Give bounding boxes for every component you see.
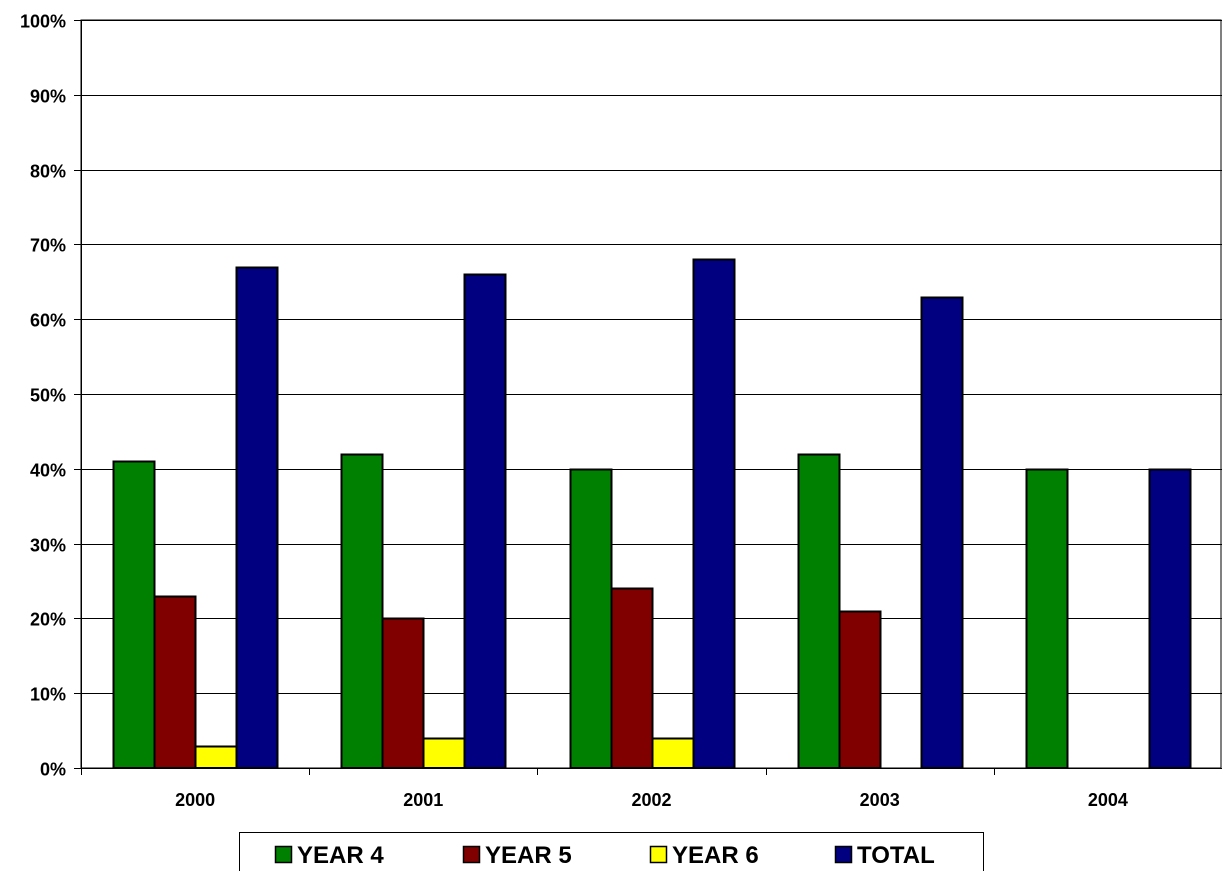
axes bbox=[74, 20, 1222, 775]
x-tick-label: 2002 bbox=[631, 790, 671, 810]
y-tick-label: 10% bbox=[30, 685, 66, 705]
y-tick-label: 0% bbox=[40, 760, 66, 780]
x-tick-label: 2004 bbox=[1088, 790, 1128, 810]
y-tick-label: 90% bbox=[30, 87, 66, 107]
legend-label: YEAR 4 bbox=[297, 842, 384, 869]
bar-year-4-2001 bbox=[340, 453, 384, 769]
x-tick-label: 2000 bbox=[175, 790, 215, 810]
legend-swatch-year-6 bbox=[649, 845, 668, 864]
bar-total-2004 bbox=[1148, 468, 1192, 769]
y-tick-label: 40% bbox=[30, 461, 66, 481]
bar-total-2001 bbox=[463, 273, 507, 769]
bar-year-5-2000 bbox=[153, 595, 197, 769]
legend-label: YEAR 6 bbox=[672, 842, 759, 869]
x-tick-labels: 2000 2001 2002 2003 2004 bbox=[175, 790, 1128, 810]
bar-total-2002 bbox=[692, 258, 736, 769]
y-tick-label: 80% bbox=[30, 162, 66, 182]
bar-year-6-2001 bbox=[422, 737, 466, 769]
y-tick-label: 100% bbox=[20, 12, 66, 32]
legend-swatch-total bbox=[834, 845, 853, 864]
legend-swatch-year-4 bbox=[274, 845, 293, 864]
y-tick-label: 70% bbox=[30, 236, 66, 256]
legend-label: YEAR 5 bbox=[485, 842, 572, 869]
y-tick-label: 60% bbox=[30, 311, 66, 331]
y-tick-label: 30% bbox=[30, 536, 66, 556]
bar-total-2000 bbox=[235, 266, 279, 769]
y-tick-label: 50% bbox=[30, 386, 66, 406]
y-tick-label: 20% bbox=[30, 610, 66, 630]
legend-label: TOTAL bbox=[857, 842, 935, 869]
x-tick-label: 2001 bbox=[403, 790, 443, 810]
bar-year-6-2002 bbox=[651, 737, 695, 769]
legend: YEAR 4 YEAR 5 YEAR 6 TOTAL bbox=[239, 832, 984, 871]
bar-year-4-2003 bbox=[797, 453, 841, 769]
bar-year-5-2003 bbox=[838, 610, 882, 769]
legend-box bbox=[239, 832, 984, 871]
bar-year-4-2000 bbox=[112, 460, 156, 769]
bars bbox=[112, 258, 1192, 769]
bar-year-6-2000 bbox=[194, 745, 238, 769]
bar-year-4-2002 bbox=[569, 468, 613, 769]
bar-year-5-2002 bbox=[610, 587, 654, 769]
legend-swatch-year-5 bbox=[462, 845, 481, 864]
bar-total-2003 bbox=[920, 296, 964, 769]
bar-year-4-2004 bbox=[1025, 468, 1069, 769]
y-tick-labels: 0% 10% 20% 30% 40% 50% 60% 70% 80% 90% 100% bbox=[20, 12, 66, 780]
bar-year-5-2001 bbox=[381, 617, 425, 769]
x-tick-label: 2003 bbox=[860, 790, 900, 810]
